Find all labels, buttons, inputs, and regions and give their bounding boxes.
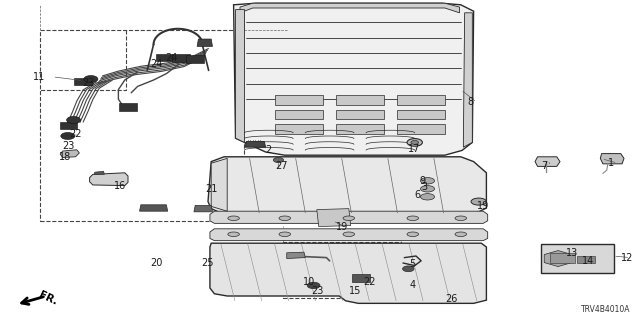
- Ellipse shape: [455, 232, 467, 236]
- Text: 14: 14: [582, 256, 595, 266]
- Text: 19: 19: [477, 201, 489, 212]
- Polygon shape: [60, 150, 79, 157]
- Bar: [397, 124, 445, 134]
- Polygon shape: [210, 211, 488, 223]
- Text: 16: 16: [114, 180, 126, 191]
- Text: 20: 20: [150, 258, 163, 268]
- Ellipse shape: [407, 232, 419, 236]
- Text: 11: 11: [33, 72, 45, 82]
- Ellipse shape: [407, 139, 422, 146]
- Ellipse shape: [343, 216, 355, 220]
- Polygon shape: [194, 205, 212, 212]
- Text: 23: 23: [63, 140, 75, 151]
- Bar: [336, 95, 384, 105]
- Bar: [275, 124, 323, 134]
- Polygon shape: [463, 13, 472, 147]
- Ellipse shape: [84, 76, 98, 83]
- Text: 17: 17: [408, 144, 420, 154]
- Polygon shape: [245, 141, 266, 147]
- Bar: [156, 54, 173, 61]
- Text: TRV4B4010A: TRV4B4010A: [581, 305, 630, 314]
- Bar: [397, 110, 445, 119]
- Ellipse shape: [420, 194, 435, 200]
- Polygon shape: [240, 3, 460, 13]
- Bar: [397, 95, 445, 105]
- Bar: [336, 110, 384, 119]
- Ellipse shape: [420, 178, 435, 184]
- Ellipse shape: [228, 216, 239, 220]
- Polygon shape: [600, 154, 624, 164]
- Text: 19: 19: [336, 222, 348, 232]
- Text: 1: 1: [608, 158, 614, 168]
- Ellipse shape: [273, 157, 284, 163]
- Bar: [119, 103, 137, 111]
- Text: 27: 27: [275, 161, 288, 172]
- Polygon shape: [317, 209, 351, 227]
- Polygon shape: [210, 229, 488, 241]
- Text: 9: 9: [419, 176, 426, 186]
- Bar: [352, 274, 370, 282]
- Bar: [74, 78, 92, 85]
- Text: 5: 5: [410, 259, 416, 269]
- Text: 24: 24: [165, 52, 177, 63]
- Polygon shape: [210, 243, 486, 303]
- Text: 24: 24: [150, 59, 163, 69]
- Text: 25: 25: [202, 258, 214, 268]
- Text: 12: 12: [621, 252, 633, 263]
- Polygon shape: [211, 158, 227, 211]
- Bar: [283, 242, 401, 298]
- Bar: [275, 95, 323, 105]
- Bar: [186, 55, 204, 63]
- Polygon shape: [234, 3, 474, 155]
- Polygon shape: [208, 157, 486, 214]
- Ellipse shape: [67, 116, 81, 124]
- Ellipse shape: [455, 216, 467, 220]
- Ellipse shape: [420, 186, 435, 192]
- Ellipse shape: [307, 282, 320, 289]
- Text: 13: 13: [566, 248, 579, 258]
- Text: 22: 22: [69, 129, 82, 139]
- Text: 10: 10: [303, 277, 315, 287]
- Bar: [60, 122, 77, 129]
- Text: 18: 18: [59, 152, 71, 162]
- Polygon shape: [94, 171, 104, 174]
- Bar: [172, 54, 190, 62]
- Text: FR.: FR.: [37, 290, 59, 307]
- Text: 7: 7: [541, 161, 547, 172]
- Polygon shape: [197, 39, 212, 46]
- Text: 26: 26: [445, 294, 457, 304]
- Polygon shape: [535, 157, 560, 166]
- Text: 22: 22: [363, 277, 376, 287]
- Ellipse shape: [403, 266, 414, 272]
- Text: 8: 8: [467, 97, 474, 108]
- Text: 6: 6: [415, 190, 421, 200]
- Bar: [550, 253, 575, 263]
- Ellipse shape: [279, 216, 291, 220]
- Text: 23: 23: [312, 286, 324, 296]
- Polygon shape: [236, 10, 244, 142]
- Ellipse shape: [411, 140, 419, 144]
- Bar: [40, 30, 244, 221]
- Text: 2: 2: [266, 145, 272, 156]
- Ellipse shape: [471, 198, 486, 205]
- Bar: [275, 110, 323, 119]
- Polygon shape: [287, 252, 305, 259]
- Text: 15: 15: [349, 286, 361, 296]
- Text: 4: 4: [410, 280, 416, 291]
- Text: 3: 3: [421, 182, 428, 192]
- Bar: [541, 244, 614, 273]
- Polygon shape: [140, 205, 168, 211]
- Ellipse shape: [343, 232, 355, 236]
- Ellipse shape: [61, 132, 75, 140]
- Ellipse shape: [407, 216, 419, 220]
- Text: 23: 23: [82, 78, 94, 88]
- Text: 21: 21: [205, 184, 217, 194]
- Bar: [577, 256, 595, 263]
- Polygon shape: [90, 173, 128, 186]
- Ellipse shape: [279, 232, 291, 236]
- Ellipse shape: [228, 232, 239, 236]
- Bar: [336, 124, 384, 134]
